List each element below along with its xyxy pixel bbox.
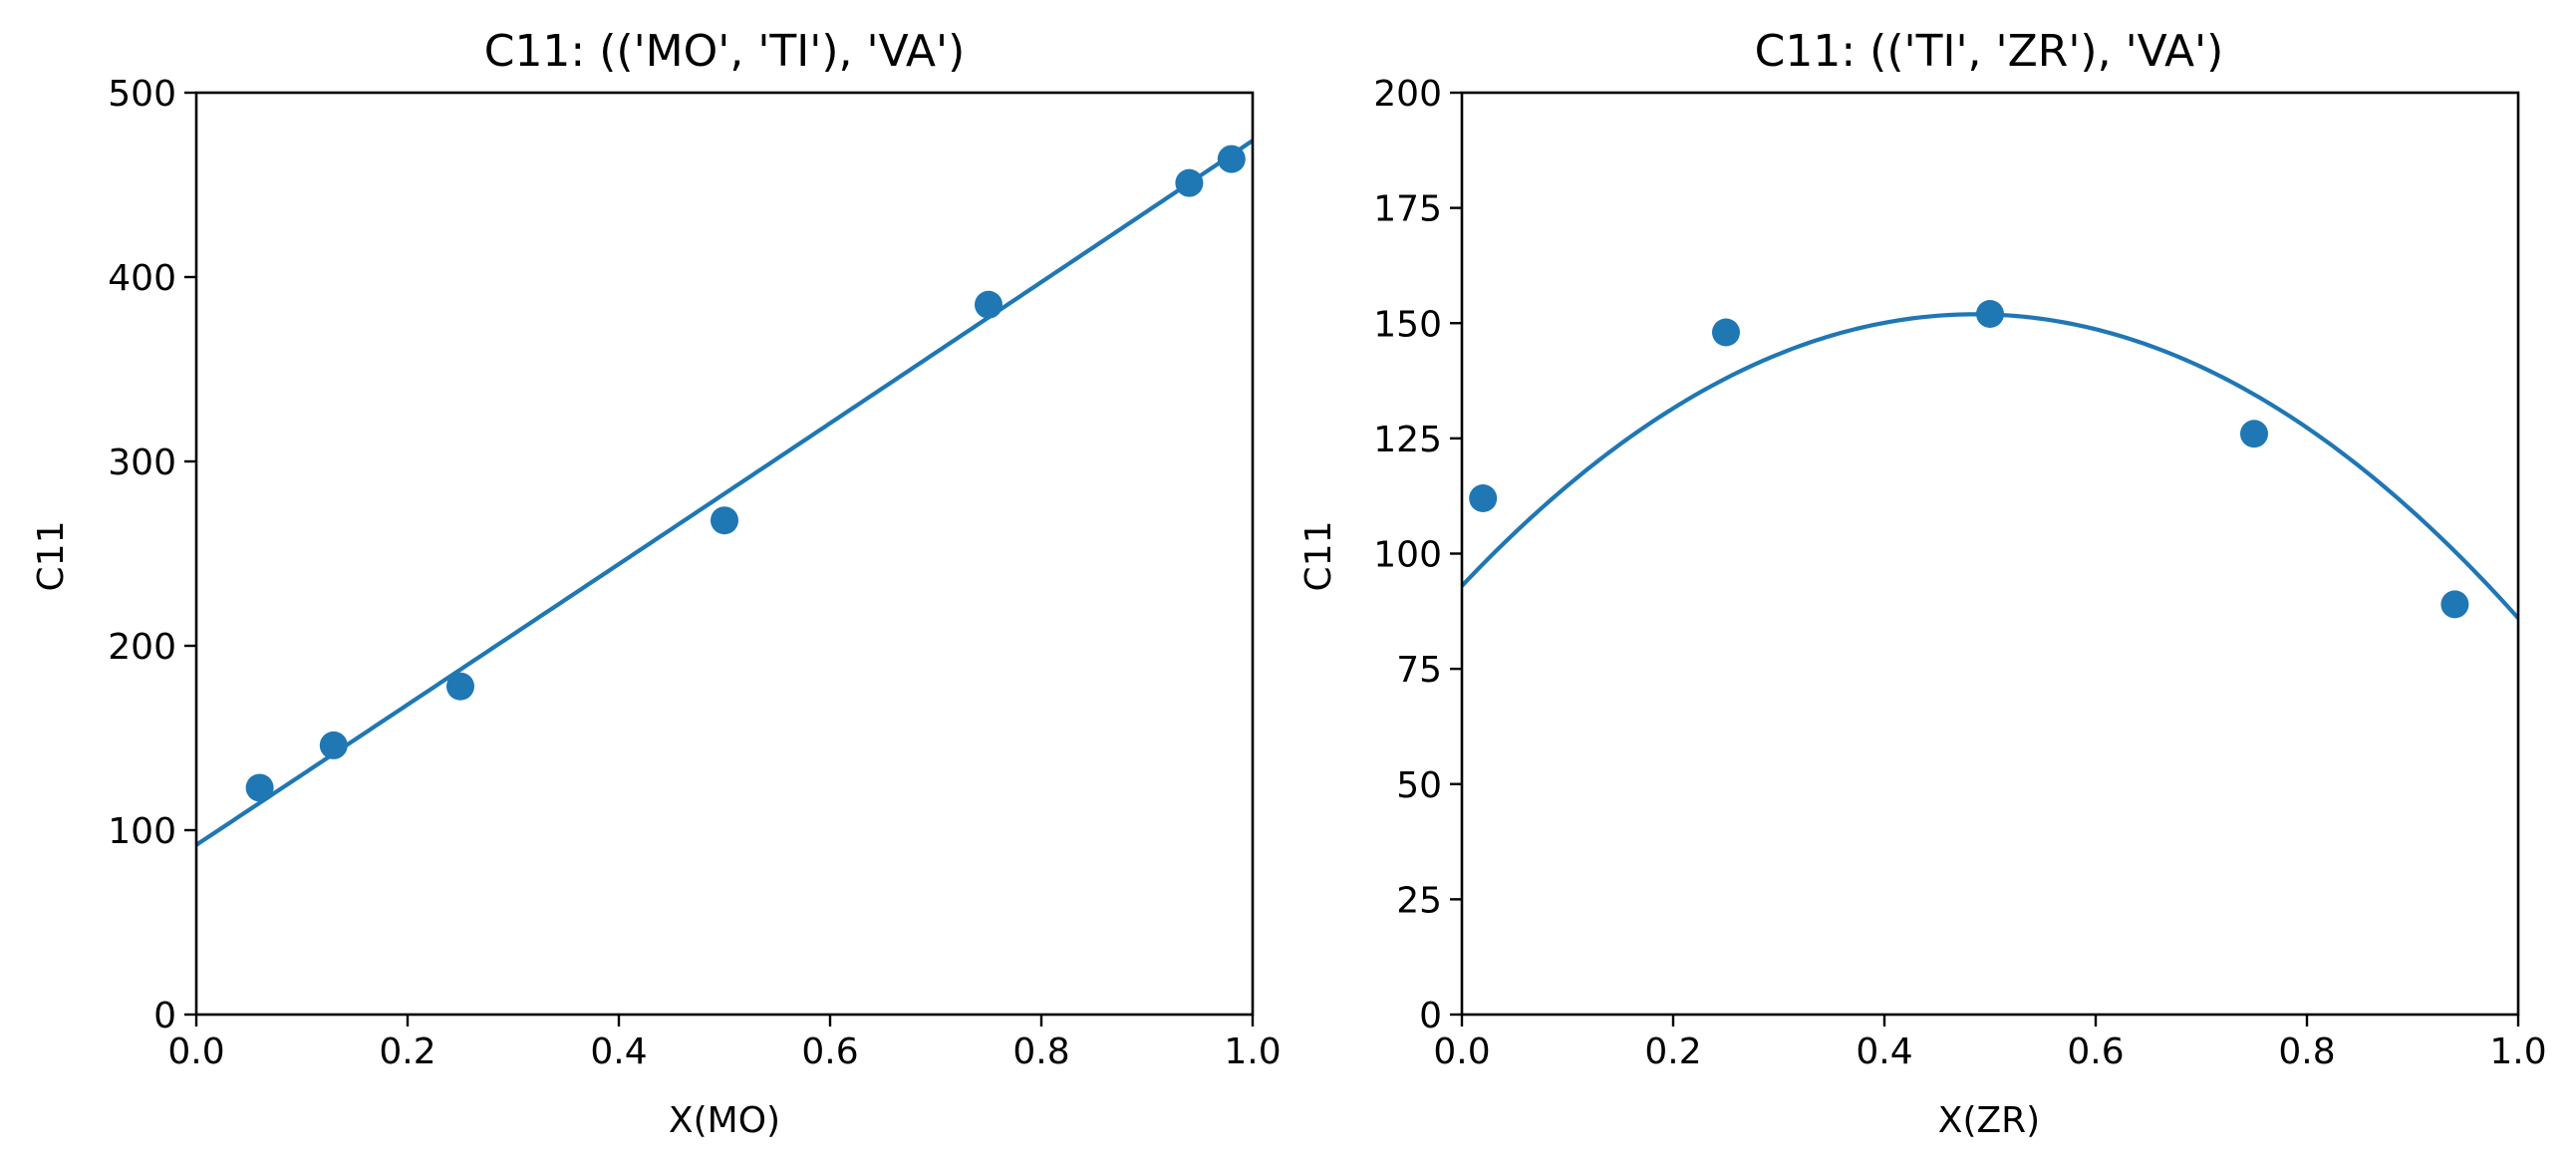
data-point [975,290,1002,319]
y-tick-label: 125 [1373,420,1442,460]
chart-ti-zr: C11: (('TI', 'ZR'), 'VA') X(ZR) C11 0.0 0… [1298,26,2547,1141]
data-point [1217,145,1246,173]
ticks-group: 0.0 0.2 0.4 0.6 0.8 1.0 0 100 200 300 400 500 [108,74,1281,1072]
x-axis-label: X(MO) [669,1100,780,1141]
y-tick-label: 200 [1373,74,1442,115]
data-point [319,731,348,759]
data-point [2240,420,2268,448]
data-point [1469,484,1498,512]
y-tick-label: 100 [108,811,176,852]
x-tick-label: 0.2 [1644,1031,1701,1072]
x-tick-label: 0.4 [590,1031,647,1072]
y-tick-label: 50 [1396,765,1442,806]
chart-mo-ti: C11: (('MO', 'TI'), 'VA') X(MO) C11 0.0 0… [31,26,1282,1141]
y-axis-label: C11 [1298,521,1339,592]
plot-area [196,139,1253,847]
data-point [1175,168,1204,197]
x-tick-label: 0.4 [1856,1031,1912,1072]
data-points [1469,300,2469,619]
axes-frame [1460,91,2520,1017]
x-tick-label: 0.2 [379,1031,435,1072]
x-tick-label: 1.0 [1224,1031,1281,1072]
x-tick-label: 0.0 [1433,1031,1490,1072]
y-tick-label: 100 [1373,535,1442,576]
data-point [1976,300,2004,328]
x-tick-label: 0.6 [801,1031,858,1072]
data-point [245,773,274,802]
x-tick-label: 1.0 [2489,1031,2546,1072]
axes-frame [194,91,1255,1017]
x-tick-label: 0.8 [1012,1031,1069,1072]
data-point [711,506,738,535]
chart-title: C11: (('MO', 'TI'), 'VA') [484,26,966,77]
chart-title: C11: (('TI', 'ZR'), 'VA') [1755,26,2224,77]
y-tick-label: 400 [108,258,176,299]
y-tick-label: 300 [108,442,176,483]
data-points [245,145,1246,802]
data-point [1712,318,1740,347]
x-tick-label: 0.6 [2067,1031,2124,1072]
fit-line [196,139,1253,847]
x-tick-label: 0.8 [2278,1031,2335,1072]
y-tick-label: 200 [108,627,176,668]
x-axis-label: X(ZR) [1938,1100,2040,1141]
y-tick-label: 0 [1419,996,1442,1036]
data-point [446,672,474,701]
data-point [2440,590,2469,619]
y-tick-label: 25 [1396,880,1442,921]
y-tick-label: 175 [1373,189,1442,230]
ticks-group: 0.0 0.2 0.4 0.6 0.8 1.0 0 25 50 75 100 125 150 175 200 [1373,74,2546,1072]
y-tick-label: 75 [1396,650,1442,691]
y-tick-label: 150 [1373,304,1442,345]
x-tick-label: 0.0 [167,1031,224,1072]
y-tick-label: 500 [108,74,176,115]
plot-area [1462,300,2518,620]
y-axis-label: C11 [31,521,72,592]
y-tick-label: 0 [153,996,176,1036]
